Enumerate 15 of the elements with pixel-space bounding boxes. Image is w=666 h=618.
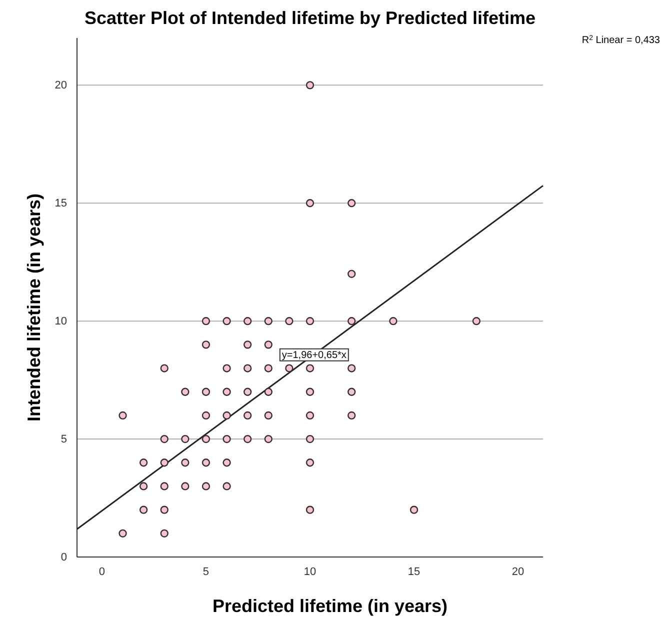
x-tick-label: 15 — [408, 566, 420, 578]
x-tick-label: 10 — [304, 566, 316, 578]
annotation: y=1,96+0,65*x — [282, 350, 346, 361]
text: R$^{2}$ Linear = 0,433 — [582, 34, 660, 46]
y-tick-label: 15 — [54, 198, 67, 210]
y-tick-label: 5 — [60, 434, 67, 446]
x-tick-label: 5 — [202, 566, 210, 578]
chart-title: Scatter Plot of Intended lifetime by Predicted lifetime — [84, 8, 536, 28]
y-axis-title: Intended lifetime (in years) — [24, 193, 44, 422]
y-tick-label: 0 — [60, 552, 67, 564]
x-tick-label: 20 — [512, 566, 524, 578]
y-tick-label: 10 — [54, 316, 67, 328]
x-axis-title: Predicted lifetime (in years) — [212, 596, 448, 616]
y-tick-label: 20 — [54, 80, 67, 92]
x-tick-label: 0 — [98, 566, 106, 578]
